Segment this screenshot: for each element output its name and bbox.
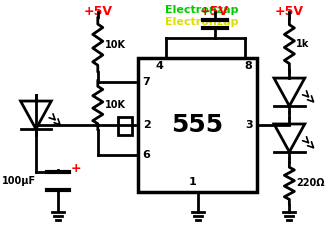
Text: +5V: +5V: [275, 5, 304, 18]
Text: 10K: 10K: [105, 40, 126, 50]
Text: 555: 555: [172, 113, 224, 137]
Text: Electronzap: Electronzap: [165, 5, 238, 15]
Text: 2: 2: [143, 120, 150, 130]
Text: 220Ω: 220Ω: [296, 178, 325, 188]
Text: 6: 6: [143, 150, 151, 160]
Text: 1: 1: [189, 177, 197, 187]
Text: 3: 3: [245, 120, 252, 130]
Text: 10K: 10K: [105, 100, 126, 110]
Text: 1k: 1k: [296, 39, 310, 49]
Text: +5V: +5V: [200, 5, 229, 18]
Text: 100μF: 100μF: [2, 176, 36, 186]
Text: 4: 4: [156, 61, 164, 71]
Text: 8: 8: [245, 61, 252, 71]
Text: +: +: [71, 162, 81, 175]
Text: 7: 7: [143, 77, 150, 87]
Text: +5V: +5V: [83, 5, 112, 18]
Bar: [118, 117, 132, 135]
Bar: [138, 58, 257, 192]
Text: Electronzap: Electronzap: [165, 17, 238, 27]
